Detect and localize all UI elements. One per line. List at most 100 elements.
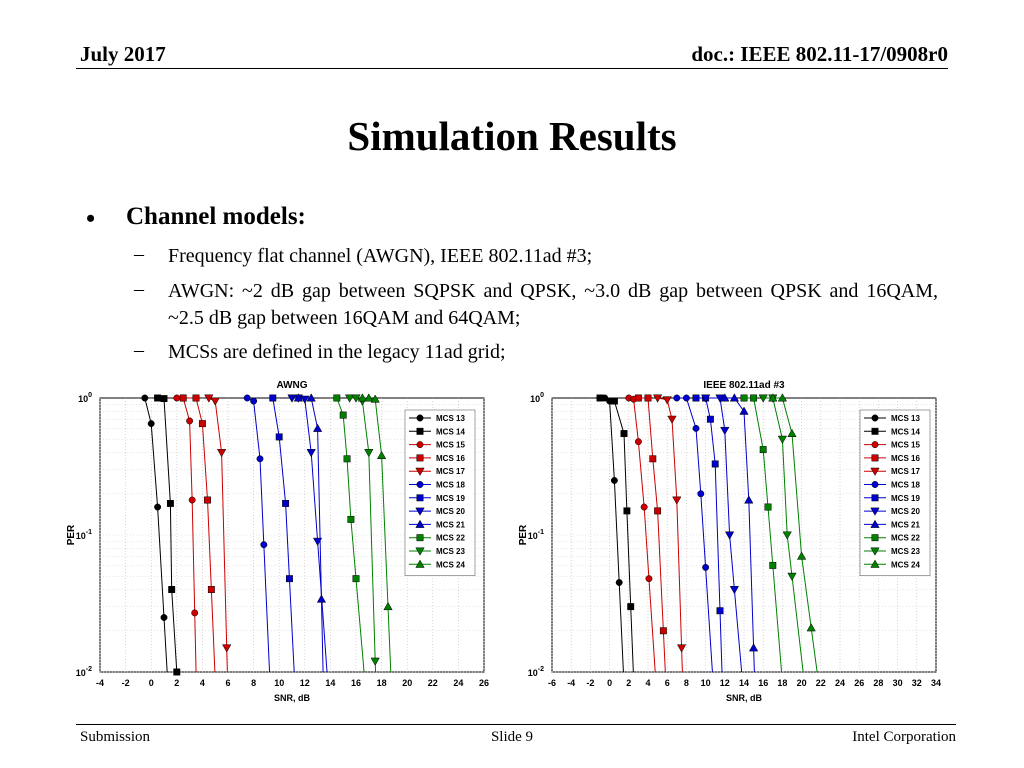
data-point (339, 411, 347, 419)
data-point (166, 499, 174, 507)
x-tick-label: 30 (893, 678, 903, 688)
data-point (740, 394, 748, 402)
data-point (871, 454, 879, 462)
data-point (415, 467, 425, 476)
header-rule (76, 68, 948, 69)
data-point (168, 586, 176, 593)
data-point (652, 394, 663, 403)
data-point (351, 394, 361, 403)
data-point (739, 406, 749, 415)
y-tick-label: 100 (530, 392, 544, 404)
data-point (207, 586, 215, 593)
legend-label: MCS 13 (891, 414, 920, 423)
data-point (416, 534, 424, 542)
x-tick-label: 12 (300, 678, 310, 688)
data-point (275, 433, 283, 441)
footer-slide-number: Slide 9 (490, 729, 534, 745)
series (673, 394, 713, 673)
chart-title: AWNG (276, 380, 307, 391)
data-point (702, 563, 710, 571)
subitem-text: AWGN: ~2 dB gap between SQPSK and QPSK, … (168, 280, 938, 329)
series (740, 394, 783, 673)
chart-awgn-svg: AWNG-4 -2 0 2 4 6 8 10 12 14 16 18 20 22 24 2610010-110… (66, 380, 489, 703)
x-axis-label: SNR, dB (274, 693, 311, 703)
data-point (870, 467, 880, 476)
chart-11ad: IEEE 802.11ad #3 -6 -4 -2 0 2 4 6 8 10 12 14 16 18 20 2… (512, 372, 952, 717)
x-tick-label: 16 (351, 678, 361, 688)
legend-label: MCS 20 (891, 507, 920, 516)
x-tick-label: 4 (645, 678, 650, 688)
legend-label: MCS 14 (891, 427, 920, 436)
data-point (282, 499, 290, 507)
data-point (173, 668, 181, 676)
series (344, 394, 380, 673)
chart-awgn: AWNG -4 -2 0 2 4 6 8 10 12 14 16 18 20 22 24 26 100 10-1 10… (60, 372, 500, 717)
x-tick-label: -6 (548, 678, 556, 688)
data-point (615, 579, 623, 586)
data-point (729, 586, 740, 595)
data-point (682, 394, 690, 402)
data-point (750, 394, 758, 402)
series (243, 394, 271, 673)
x-tick-label: 6 (225, 678, 230, 688)
footer-submission: Submission (80, 729, 151, 745)
data-point (640, 503, 648, 511)
legend-label: MCS 17 (436, 467, 465, 476)
legend-label: MCS 13 (436, 414, 465, 423)
x-tick-label: 32 (912, 678, 922, 688)
x-tick-label: 8 (251, 678, 256, 688)
data-point (662, 396, 672, 405)
subitem-text: MCSs are defined in the legacy 11ad grid… (168, 341, 506, 363)
x-tick-label: 22 (428, 678, 438, 688)
x-tick-label: 0 (149, 678, 154, 688)
data-point (191, 609, 199, 617)
x-tick-label: -4 (96, 678, 104, 688)
data-point (692, 424, 700, 432)
data-point (416, 427, 424, 435)
data-point (870, 519, 880, 528)
data-point (415, 519, 425, 528)
data-point (188, 496, 196, 504)
slide-title: Simulation Results (347, 113, 677, 159)
y-tick-exponent: -1 (538, 529, 544, 536)
x-tick-label: 10 (274, 678, 284, 688)
data-point (333, 394, 341, 402)
data-point (415, 559, 425, 568)
series (634, 394, 667, 673)
series (700, 394, 743, 673)
data-point (777, 435, 788, 444)
data-point (293, 393, 304, 402)
x-tick-label: 2 (174, 678, 179, 688)
data-point (871, 481, 879, 488)
chart-title: IEEE 802.11ad #3 (703, 380, 785, 391)
legend: MCS 13 MCS 14 MCS 15 MCS 16 MCS 17 MCS 18 MCS … (859, 409, 931, 576)
series (141, 394, 168, 673)
data-point (210, 397, 220, 406)
x-axis-label: SNR, dB (726, 693, 763, 703)
data-point (204, 496, 211, 504)
data-point (147, 420, 155, 428)
data-point (649, 455, 657, 463)
data-point (787, 572, 797, 581)
data-point (764, 503, 772, 511)
data-point (711, 460, 719, 468)
data-point (870, 507, 880, 516)
data-point (720, 426, 730, 436)
y-tick-label: 10-1 (76, 529, 92, 541)
data-point (729, 393, 740, 402)
bullet-heading: Channel models: (126, 203, 306, 230)
x-tick-label: 20 (402, 678, 412, 688)
series (357, 393, 393, 673)
data-point (204, 394, 214, 403)
data-point (676, 644, 687, 653)
footer-company: Intel Corporation (852, 729, 956, 745)
data-point (654, 507, 662, 515)
data-point (759, 446, 767, 454)
data-point (250, 397, 258, 405)
x-tick-label: 0 (607, 678, 612, 688)
data-point (871, 534, 879, 542)
x-tick-label: 24 (453, 678, 463, 688)
series (652, 394, 687, 673)
data-point (376, 450, 387, 460)
data-point (154, 394, 162, 402)
